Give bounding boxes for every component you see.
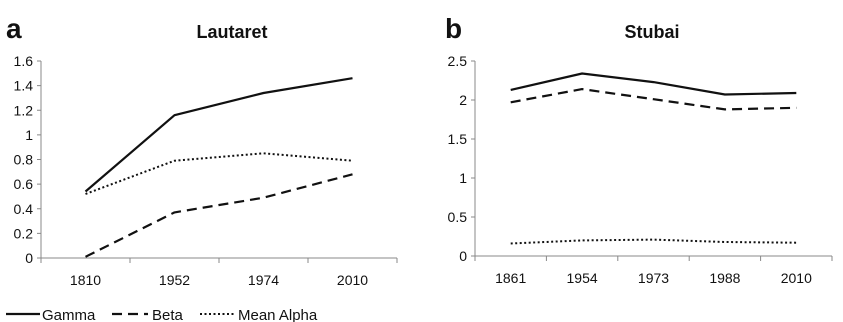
panel-a-series-mean-alpha-line	[85, 152, 353, 195]
panel-a-y-tick-label: 0	[25, 250, 33, 266]
panel-a-plot: 0 0.2 0.4 0.6 0.8 1 1.2 1.4 1.6 1810 1952 1974 2010	[14, 53, 398, 288]
legend-item-gamma: Gamma	[6, 307, 96, 322]
legend-label-beta: Beta	[152, 307, 184, 322]
panel-a-series-beta-line	[85, 173, 353, 258]
panel-a-y-tick-label: 1.6	[14, 53, 34, 69]
panel-b-x-tick-label: 1954	[567, 270, 598, 286]
panel-a-label: a	[6, 13, 22, 44]
legend-item-mean-alpha: Mean Alpha	[200, 307, 318, 322]
panel-a-title: Lautaret	[196, 22, 267, 42]
panel-a-y-tick-label: 0.2	[14, 225, 34, 241]
panel-b-y-tick-label: 0	[459, 248, 467, 264]
legend-item-beta: Beta	[112, 307, 184, 322]
panel-b-stubai: b Stubai 0 0.5 1 1.5 2 2.5 1861 1954 1973 1988 201…	[445, 13, 833, 286]
panel-a-x-tick-label: 2010	[337, 272, 368, 288]
panel-b-y-tick-label: 1	[459, 170, 467, 186]
panel-b-x-tick-label: 2010	[781, 270, 812, 286]
panel-b-y-tick-label: 2.5	[448, 53, 468, 69]
panel-a-series-gamma-line	[84, 77, 353, 193]
panel-a-x-tick-label: 1974	[248, 272, 279, 288]
panel-b-title: Stubai	[624, 22, 679, 42]
panel-a-y-tick-label: 1	[25, 127, 33, 143]
panel-b-series-mean-alpha-line	[510, 238, 797, 245]
panel-b-plot: 0 0.5 1 1.5 2 2.5 1861 1954 1973 1988 2010	[448, 53, 833, 286]
panel-a-y-tick-label: 0.4	[14, 201, 34, 217]
panel-b-y-tick-label: 0.5	[448, 209, 468, 225]
panel-b-x-tick-label: 1988	[709, 270, 740, 286]
legend: Gamma Beta Mean Alpha	[6, 307, 318, 322]
panel-b-x-tick-label: 1973	[638, 270, 669, 286]
panel-b-y-tick-label: 2	[459, 92, 467, 108]
legend-label-mean-alpha: Mean Alpha	[238, 307, 318, 322]
panel-a-lautaret: a Lautaret 0 0.2 0.4 0.6 0.8 1 1.2 1.4 1.6 1810 19…	[6, 13, 398, 288]
panel-a-y-tick-label: 1.2	[14, 102, 34, 118]
panel-b-series-beta-line	[510, 87, 797, 111]
legend-label-gamma: Gamma	[42, 307, 96, 322]
panel-a-x-tick-label: 1810	[70, 272, 101, 288]
panel-b-label: b	[445, 13, 462, 44]
panel-b-x-tick-label: 1861	[495, 270, 526, 286]
panel-a-y-tick-label: 0.8	[14, 152, 34, 168]
panel-a-y-tick-label: 0.6	[14, 176, 34, 192]
panel-a-y-tick-label: 1.4	[14, 78, 34, 94]
panel-b-y-tick-label: 1.5	[448, 131, 468, 147]
panel-a-x-tick-label: 1952	[159, 272, 190, 288]
panel-b-series-gamma-line	[510, 72, 797, 96]
